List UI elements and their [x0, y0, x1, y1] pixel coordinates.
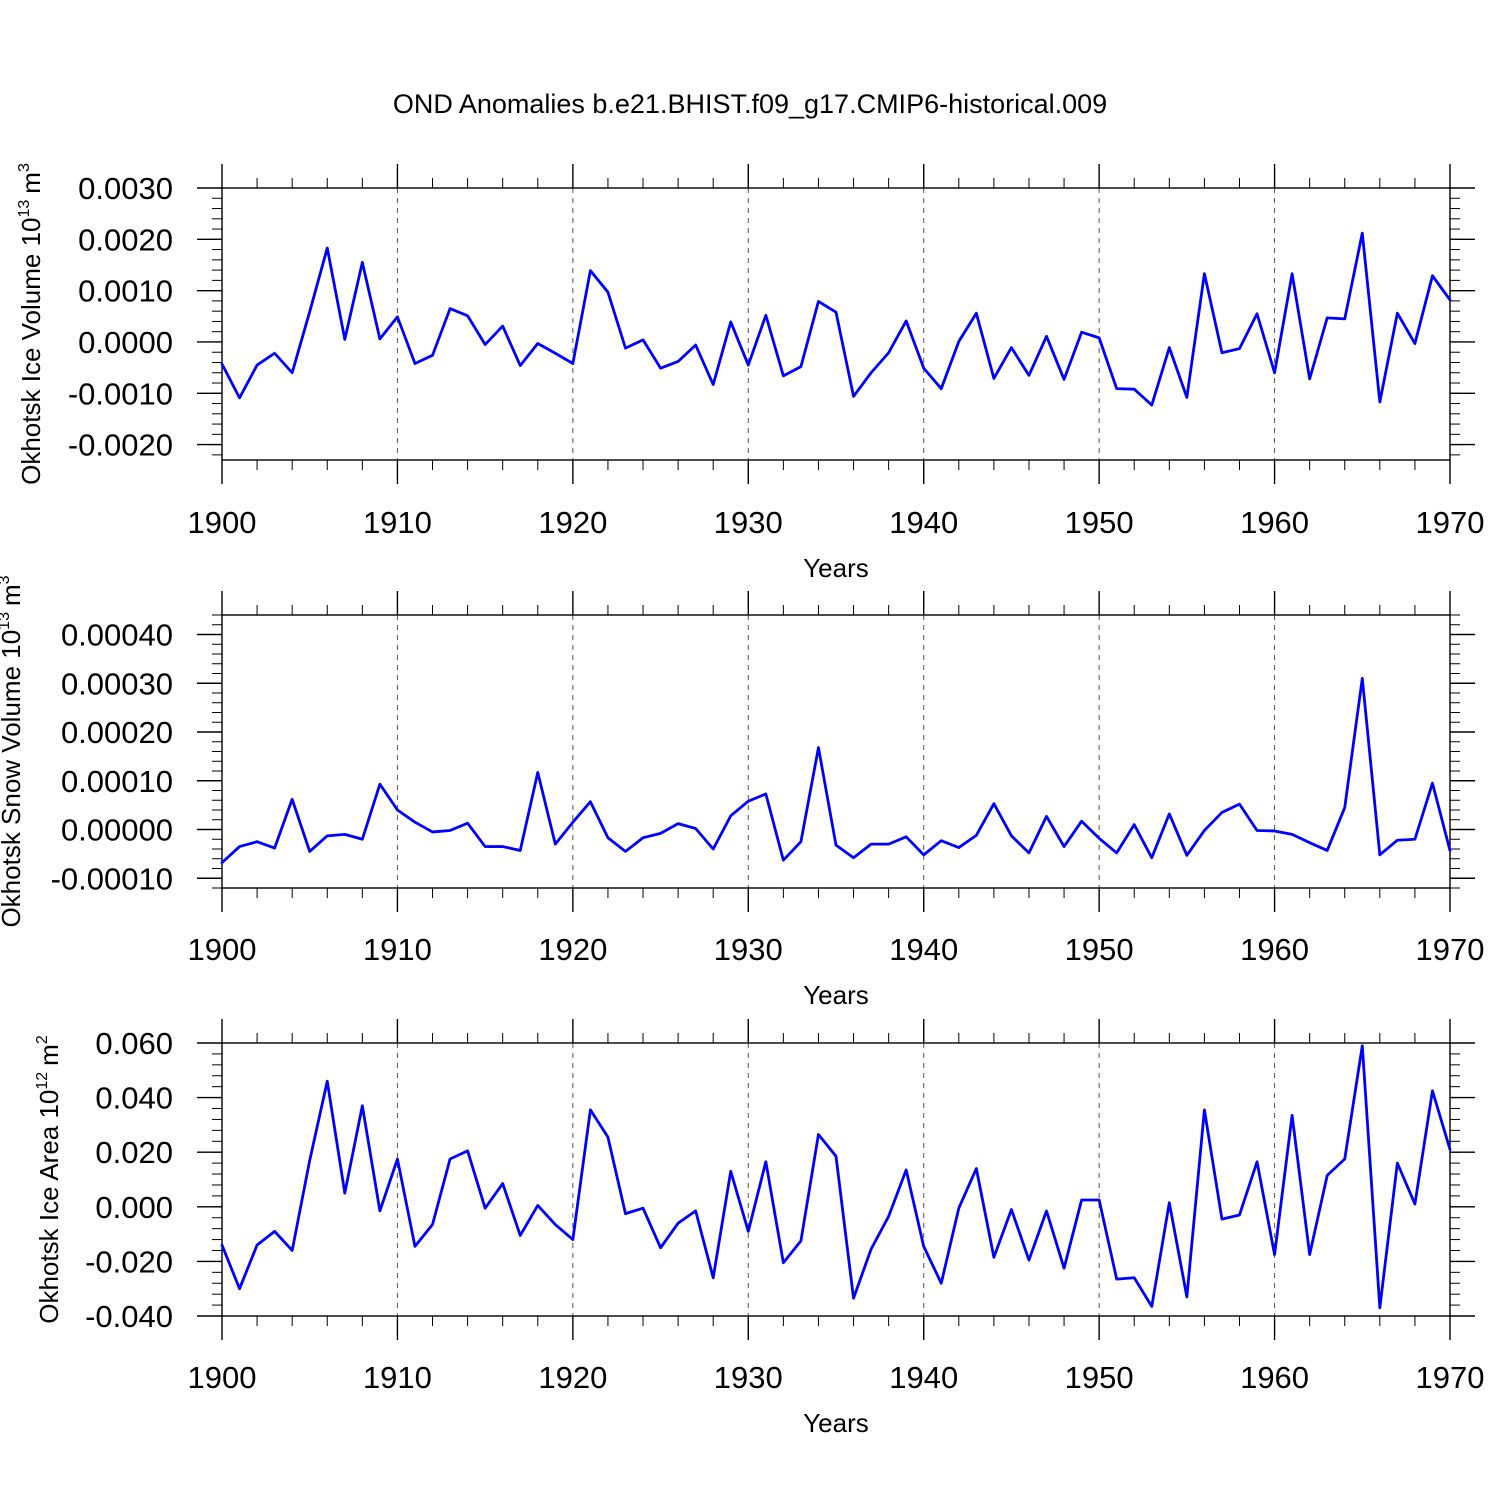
y-tick-label: 0.0010	[78, 274, 173, 309]
y-tick-label: 0.00030	[61, 666, 173, 701]
x-axis-label: Years	[803, 553, 869, 583]
x-axis-label: Years	[803, 980, 869, 1010]
x-tick-label: 1950	[1065, 1360, 1134, 1395]
y-axis-label: Okhotsk Snow Volume 1013 m3	[0, 575, 26, 927]
y-tick-label: 0.00020	[61, 715, 173, 750]
x-tick-label: 1950	[1065, 932, 1134, 967]
x-tick-label: 1940	[889, 932, 958, 967]
y-tick-label: 0.040	[95, 1081, 173, 1116]
panel-1: 1900 1910 1920 1930 1940 1950 1960 1970 -0.0020 -…	[16, 163, 1484, 583]
x-tick-label: 1970	[1416, 932, 1485, 967]
y-axis-label-unit-exponent: 2	[34, 1035, 51, 1044]
y-axis-label-unit: m	[34, 1044, 64, 1066]
x-tick-label: 1950	[1065, 505, 1134, 540]
y-axis-label: Okhotsk Ice Volume 1013 m3	[16, 163, 46, 485]
x-axis-label: Years	[803, 1408, 869, 1438]
y-tick-label: 0.060	[95, 1026, 173, 1061]
y-axis-label-exponent: 13	[16, 200, 33, 218]
y-tick-label: 0.00040	[61, 618, 173, 653]
x-tick-label: 1900	[188, 505, 257, 540]
y-tick-label: 0.0030	[78, 171, 173, 206]
series-line	[220, 1044, 1452, 1310]
series-line	[220, 676, 1452, 865]
y-tick-label: 0.0000	[78, 325, 173, 360]
panel-3: 1900 1910 1920 1930 1940 1950 1960 1970 -0.040 -0…	[34, 1019, 1484, 1438]
y-axis-label-text: Okhotsk Ice Area 10	[34, 1090, 64, 1324]
y-axis-label-text: Okhotsk Ice Volume 10	[16, 218, 46, 485]
y-tick-label: 0.0020	[78, 222, 173, 257]
y-tick-label: 0.00010	[61, 764, 173, 799]
y-tick-label: -0.020	[85, 1244, 173, 1279]
y-axis-label-unit: m	[16, 172, 46, 194]
x-tick-label: 1960	[1240, 505, 1309, 540]
panel-2: 1900 1910 1920 1930 1940 1950 1960 1970 -0.00010…	[0, 575, 1484, 1010]
y-tick-label: -0.00010	[51, 861, 173, 896]
x-tick-label: 1930	[714, 505, 783, 540]
x-tick-label: 1920	[538, 1360, 607, 1395]
plot-frame	[221, 614, 1451, 889]
y-axis-label-unit-exponent: 3	[16, 163, 33, 172]
plot-frame	[221, 1042, 1451, 1317]
y-tick-label: -0.040	[85, 1299, 173, 1334]
x-tick-label: 1900	[188, 1360, 257, 1395]
plot-frame	[221, 187, 1451, 461]
x-tick-label: 1910	[363, 1360, 432, 1395]
x-tick-label: 1920	[538, 932, 607, 967]
y-axis-label-text: Okhotsk Snow Volume 10	[0, 630, 26, 928]
x-tick-label: 1940	[889, 1360, 958, 1395]
y-tick-label: 0.020	[95, 1135, 173, 1170]
x-tick-label: 1970	[1416, 1360, 1485, 1395]
y-axis-label-exponent: 12	[34, 1072, 51, 1090]
x-tick-label: 1960	[1240, 932, 1309, 967]
x-tick-label: 1940	[889, 505, 958, 540]
x-tick-label: 1930	[714, 932, 783, 967]
x-tick-label: 1910	[363, 932, 432, 967]
panels: 1900 1910 1920 1930 1940 1950 1960 1970 -0.0020 -…	[0, 163, 1484, 1438]
x-tick-label: 1970	[1416, 505, 1485, 540]
x-tick-label: 1910	[363, 505, 432, 540]
chart-title: OND Anomalies b.e21.BHIST.f09_g17.CMIP6-…	[393, 89, 1107, 119]
y-tick-label: -0.0020	[68, 428, 173, 463]
series-line	[220, 231, 1452, 407]
y-axis-label-unit-exponent: 3	[0, 575, 13, 584]
x-tick-label: 1900	[188, 932, 257, 967]
y-axis-label-unit: m	[0, 584, 26, 606]
y-axis-label-exponent: 13	[0, 612, 13, 630]
y-tick-label: -0.0010	[68, 376, 173, 411]
y-axis-label: Okhotsk Ice Area 1012 m2	[34, 1035, 64, 1324]
y-tick-label: 0.000	[95, 1190, 173, 1225]
x-tick-label: 1930	[714, 1360, 783, 1395]
x-tick-label: 1920	[538, 505, 607, 540]
y-tick-label: 0.00000	[61, 813, 173, 848]
x-tick-label: 1960	[1240, 1360, 1309, 1395]
